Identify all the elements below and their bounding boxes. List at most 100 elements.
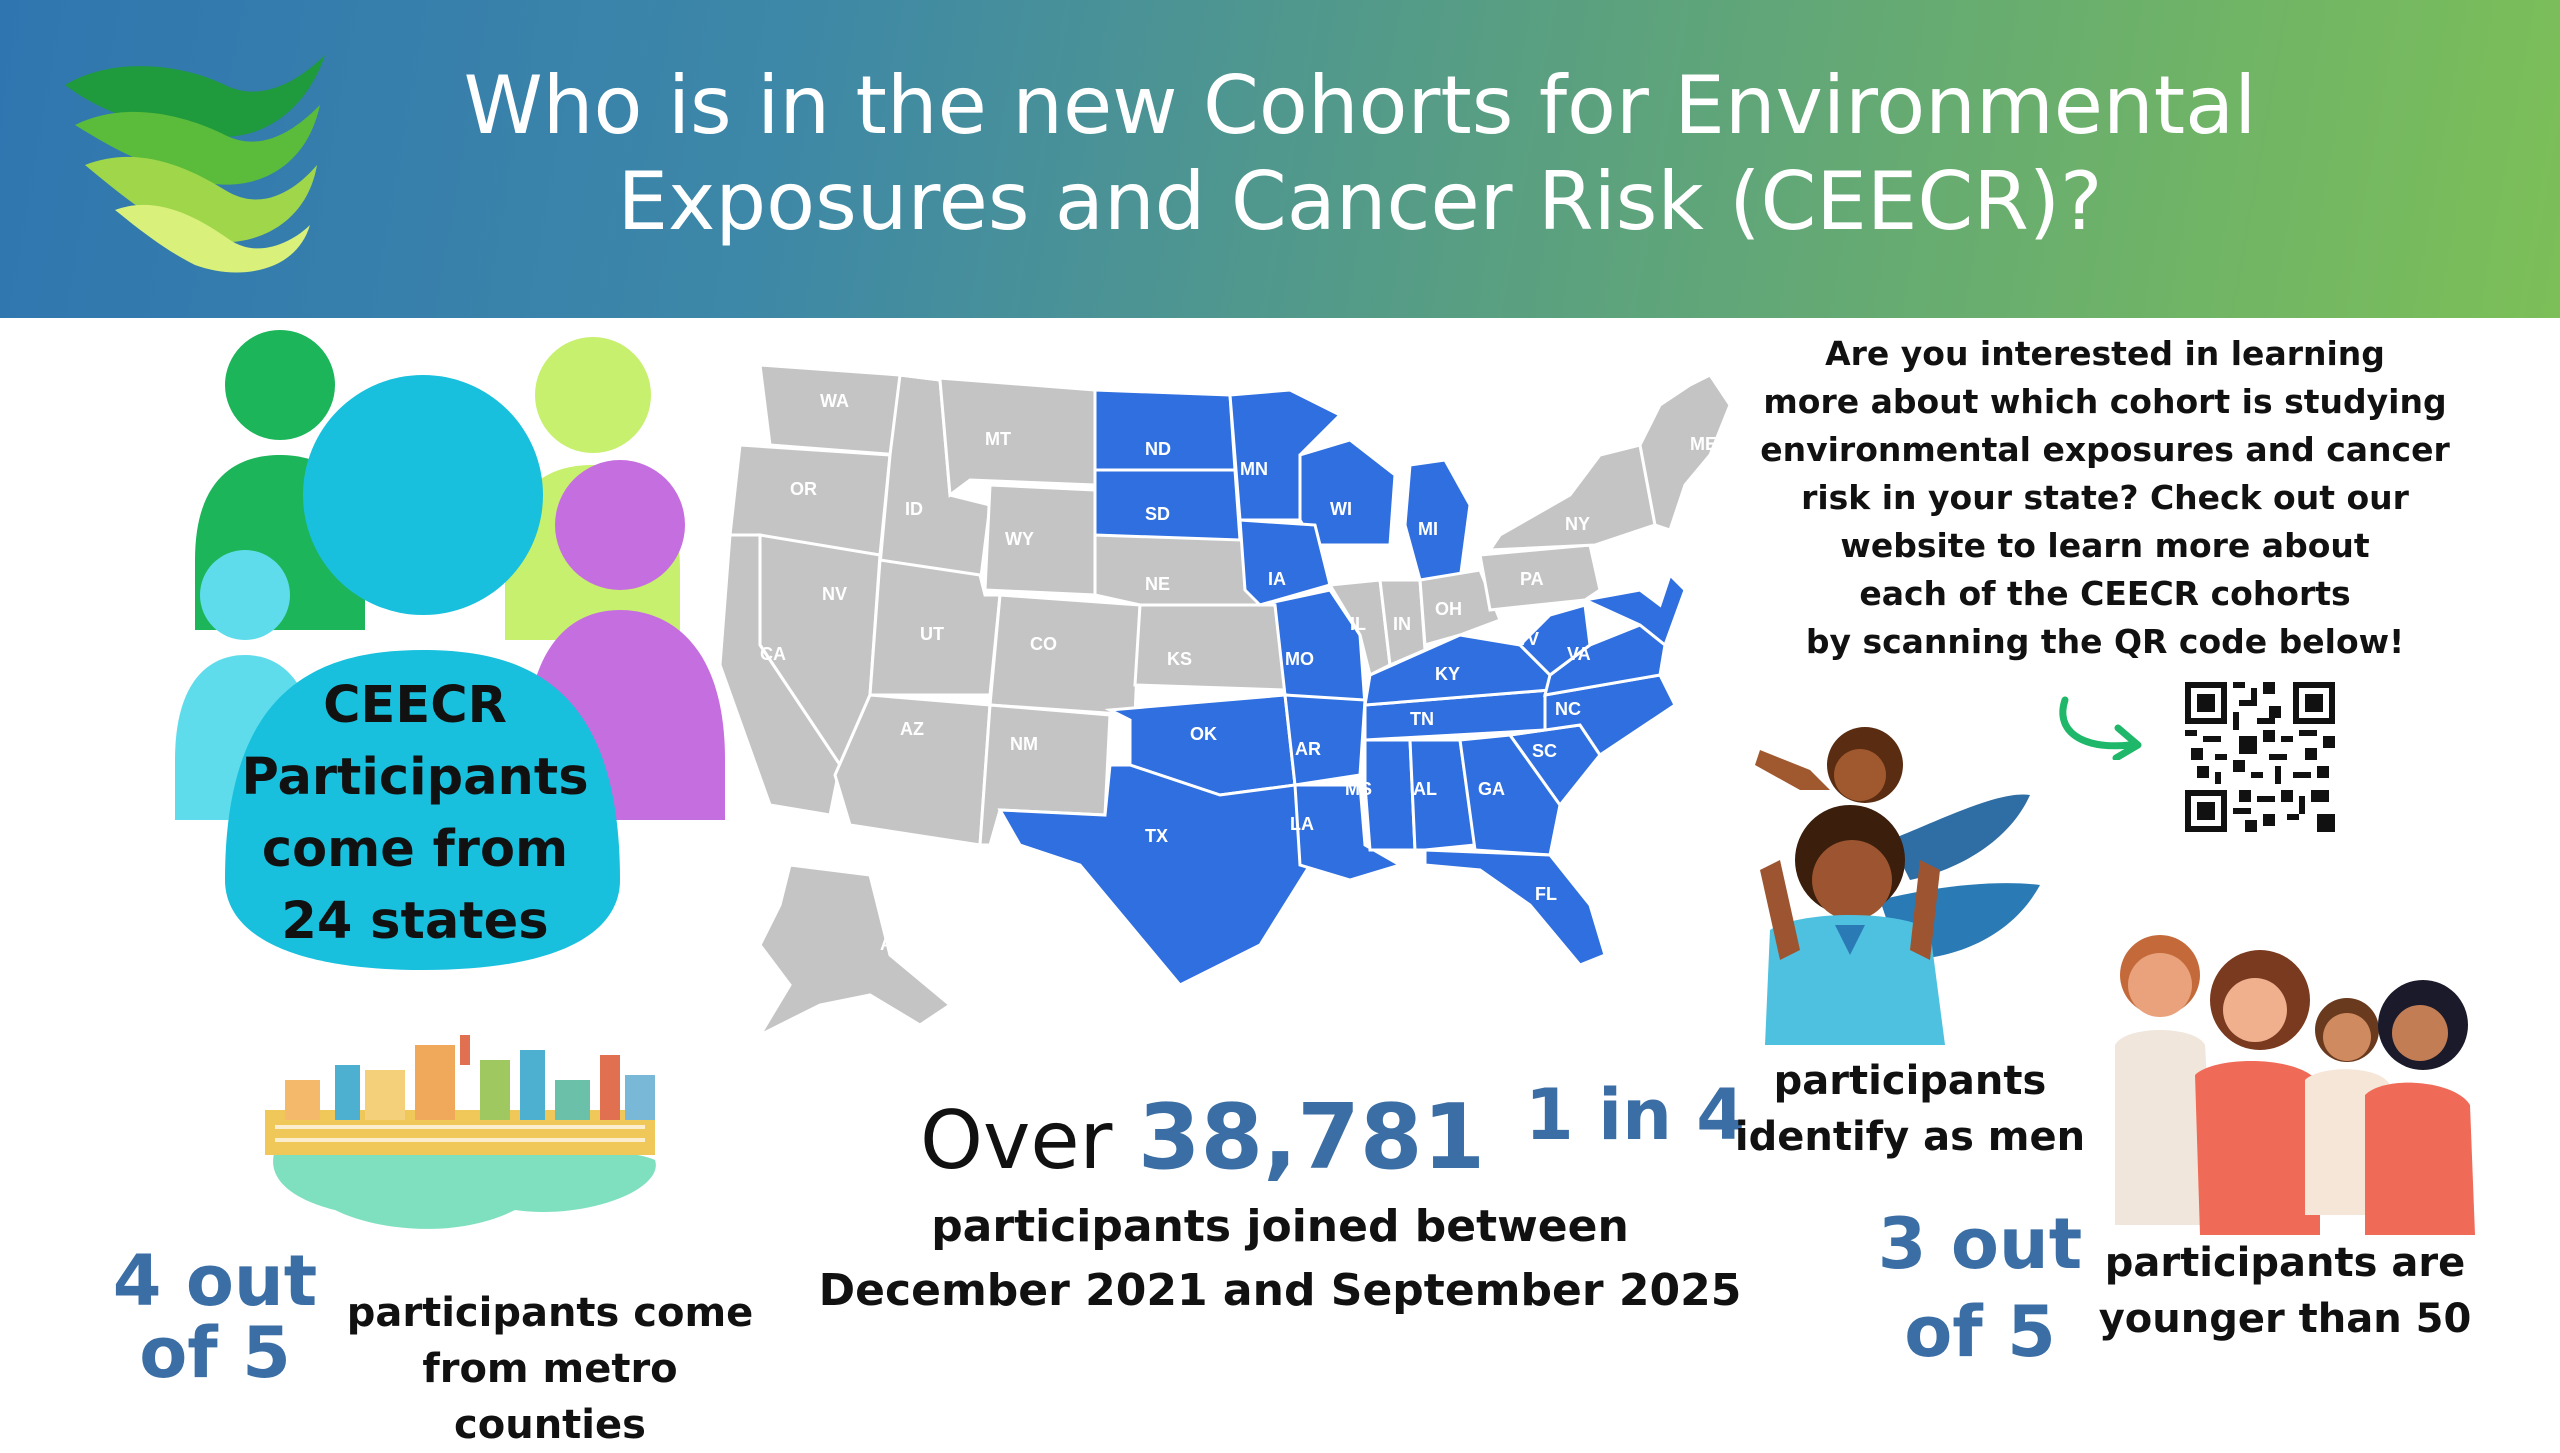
total-number: 38,781: [1137, 1085, 1486, 1190]
page-title: Who is in the new Cohorts for Environmen…: [340, 58, 2380, 250]
state-CO: [988, 593, 1142, 717]
state-MD-DE-NJ: [1580, 572, 1687, 648]
men-stat-text: participants identify as men: [1730, 1053, 2090, 1165]
metro-stat-big-2: of 5: [139, 1312, 291, 1394]
map-label-OH: OH: [1435, 599, 1462, 619]
state-AK: [756, 863, 953, 1039]
map-label-OR: OR: [790, 479, 817, 499]
map-label-AL: AL: [1413, 779, 1437, 799]
map-label-ND: ND: [1145, 439, 1171, 459]
map-label-CO: CO: [1030, 634, 1057, 654]
curved-arrow-icon: [2059, 696, 2142, 760]
people-group-icon: [175, 330, 725, 970]
father-child-illustration-icon: [1755, 727, 2040, 1045]
map-label-NC: NC: [1555, 699, 1581, 719]
map-label-SC: SC: [1532, 741, 1557, 761]
map-label-PA: PA: [1520, 569, 1544, 589]
map-label-AK: AK: [880, 934, 906, 954]
age-stat-text: participants are younger than 50: [2095, 1235, 2475, 1347]
state-IL: [1327, 578, 1392, 678]
bubble-line-1: CEECR: [323, 676, 507, 735]
map-label-MT: MT: [985, 429, 1011, 449]
map-label-NY: NY: [1565, 514, 1590, 534]
map-label-WV: WV: [1510, 629, 1539, 649]
title-line-2: Exposures and Cancer Risk (CEECR)?: [617, 155, 2103, 248]
state-WI: [1298, 438, 1397, 547]
state-AZ: [833, 693, 992, 847]
map-label-SD: SD: [1145, 504, 1170, 524]
state-MS: [1363, 738, 1417, 852]
wave-logo-icon: [65, 55, 325, 273]
metro-stat-big-1: 4 out: [112, 1240, 318, 1322]
bubble-line-4: 24 states: [281, 892, 549, 951]
qr-prompt-line: website to learn more about: [1840, 526, 2370, 565]
state-WY: [983, 483, 1097, 597]
title-line-1: Who is in the new Cohorts for Environmen…: [463, 59, 2257, 152]
participants-states-label: CEECR Participants come from 24 states: [230, 670, 600, 958]
state-WV: [1517, 603, 1592, 677]
age-stat-number: 3 out of 5: [1870, 1200, 2090, 1376]
state-FL: [1423, 848, 1607, 967]
qr-prompt-text: Are you interested in learning more abou…: [1745, 330, 2465, 666]
age-stat-big-2: of 5: [1904, 1291, 2056, 1373]
map-label-ID: ID: [905, 499, 923, 519]
map-label-KY: KY: [1435, 664, 1460, 684]
map-label-WI: WI: [1330, 499, 1352, 519]
state-NY: [1487, 443, 1657, 552]
map-label-AZ: AZ: [900, 719, 924, 739]
qr-code-icon[interactable]: [2185, 682, 2335, 832]
map-label-AR: AR: [1295, 739, 1321, 759]
map-label-MI: MI: [1418, 519, 1438, 539]
map-label-IL: IL: [1350, 614, 1366, 634]
state-IN: [1378, 578, 1427, 668]
map-label-NE: NE: [1145, 574, 1170, 594]
map-label-TN: TN: [1410, 709, 1434, 729]
map-label-CA: CA: [760, 644, 786, 664]
metro-stat-text: participants come from metro counties: [320, 1285, 780, 1453]
bubble-line-3: come from: [261, 820, 569, 879]
map-label-VA: VA: [1567, 644, 1591, 664]
map-label-UT: UT: [920, 624, 944, 644]
map-label-IN: IN: [1393, 614, 1411, 634]
city-skyline-illustration-icon: [265, 1035, 656, 1229]
state-GA: [1458, 733, 1562, 857]
map-label-TX: TX: [1145, 826, 1168, 846]
age-stat-text-1: participants are: [2104, 1240, 2466, 1286]
map-label-NM: NM: [1010, 734, 1038, 754]
state-OH: [1418, 568, 1502, 647]
map-label-NV: NV: [822, 584, 847, 604]
age-stat-text-2: younger than 50: [2098, 1296, 2472, 1342]
metro-stat-text-1: participants come: [346, 1290, 754, 1336]
total-participants-heading: Over 38,781: [920, 1090, 1485, 1189]
bubble-line-2: Participants: [241, 748, 589, 807]
family-illustration-icon: [2105, 925, 2485, 1245]
men-stat-text-2: identify as men: [1734, 1114, 2086, 1160]
total-text-2: December 2021 and September 2025: [818, 1265, 1742, 1316]
qr-prompt-line: more about which cohort is studying: [1763, 382, 2447, 421]
map-label-MN: MN: [1240, 459, 1268, 479]
map-label-OK: OK: [1190, 724, 1217, 744]
state-LA: [1293, 783, 1404, 882]
total-text-1: participants joined between: [931, 1201, 1629, 1252]
state-IA: [1238, 518, 1332, 607]
total-prefix: Over: [920, 1094, 1113, 1187]
total-participants-text: participants joined between December 202…: [800, 1195, 1760, 1323]
map-label-MO: MO: [1285, 649, 1314, 669]
header-banner: Who is in the new Cohorts for Environmen…: [0, 0, 2560, 318]
map-label-WY: WY: [1005, 529, 1034, 549]
map-label-LA: LA: [1290, 814, 1314, 834]
state-AR: [1283, 693, 1367, 787]
qr-prompt-line: environmental exposures and cancer: [1760, 430, 2450, 469]
map-label-IA: IA: [1268, 569, 1286, 589]
us-map: WA OR ID MT WY NV CA UT CO AZ NM ND SD N…: [718, 363, 1732, 1039]
map-label-FL: FL: [1535, 884, 1557, 904]
metro-stat-text-2: from metro counties: [422, 1346, 678, 1448]
qr-prompt-line: risk in your state? Check out our: [1801, 478, 2409, 517]
state-NE-states: [1638, 373, 1732, 532]
state-CA: [718, 533, 842, 817]
men-stat-number: 1 in 4: [1525, 1074, 1745, 1156]
qr-prompt-line: Are you interested in learning: [1825, 334, 2385, 373]
map-label-MS: MS: [1345, 779, 1372, 799]
metro-stat-number: 4 out of 5: [110, 1245, 320, 1389]
qr-prompt-line: by scanning the QR code below!: [1805, 622, 2405, 661]
